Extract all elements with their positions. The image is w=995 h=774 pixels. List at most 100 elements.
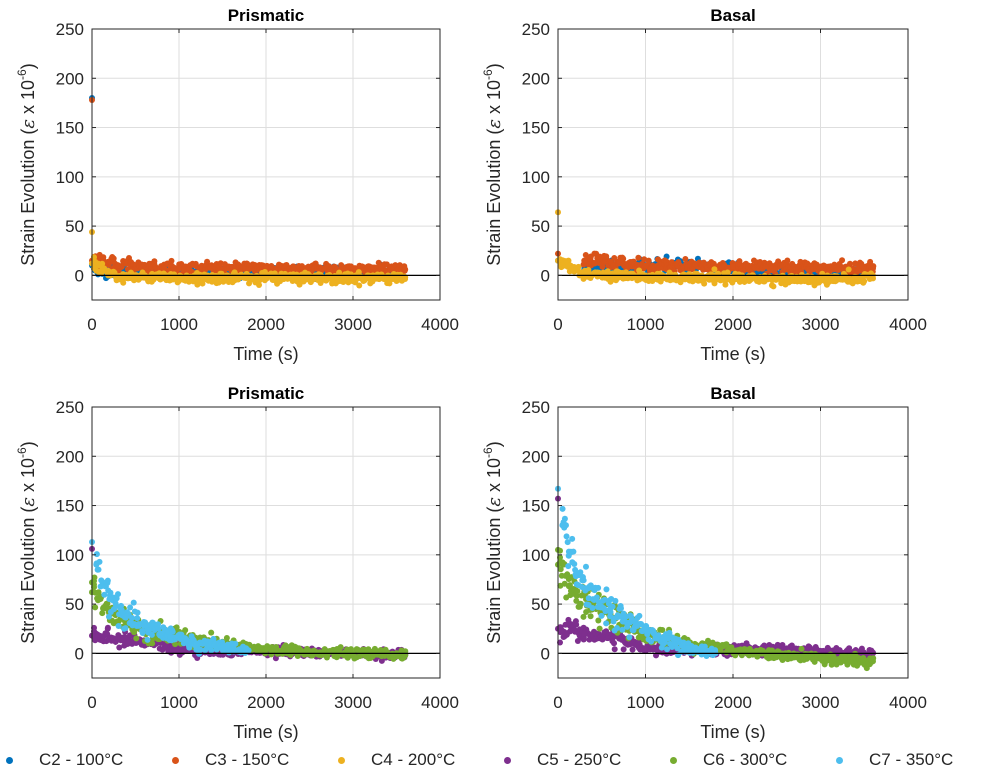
legend-marker — [172, 756, 179, 764]
x-axis-label: Time (s) — [233, 722, 298, 742]
data-point — [176, 265, 182, 272]
x-tick-label: 3000 — [334, 693, 372, 712]
data-point — [619, 626, 626, 633]
data-point — [176, 646, 182, 653]
y-tick-label: 250 — [56, 398, 84, 417]
data-point — [100, 254, 107, 261]
data-point — [686, 645, 693, 652]
y-axis-label-symbol: ε — [18, 119, 39, 129]
legend-label: C6 - 300°C — [703, 750, 788, 769]
y-axis-label-symbol: ε — [484, 497, 505, 507]
data-point — [611, 646, 618, 653]
data-point — [645, 257, 652, 264]
data-point — [572, 566, 579, 573]
data-point — [110, 255, 117, 262]
data-point — [572, 591, 579, 598]
legend-label: C4 - 200°C — [371, 750, 456, 769]
y-tick-label: 50 — [531, 217, 550, 236]
data-point — [106, 596, 113, 603]
data-point — [595, 617, 602, 624]
data-point — [575, 263, 582, 270]
data-point — [723, 641, 730, 648]
y-tick-label: 50 — [65, 595, 84, 614]
data-point — [636, 612, 643, 619]
y-tick-label: 250 — [522, 398, 550, 417]
data-point — [626, 634, 633, 641]
y-tick-label: 150 — [522, 497, 550, 516]
data-point — [91, 574, 98, 581]
data-point — [256, 281, 263, 288]
legend-marker — [504, 756, 511, 764]
data-point — [603, 620, 610, 627]
legend-item-c7: C7 - 350°C — [836, 748, 953, 772]
data-point — [93, 551, 100, 558]
data-point — [642, 262, 649, 269]
data-point — [566, 582, 573, 589]
y-tick-label: 150 — [522, 119, 550, 138]
y-axis-label-text: ) — [18, 63, 38, 69]
data-point — [155, 625, 162, 632]
data-point — [208, 647, 215, 654]
x-tick-label: 2000 — [247, 315, 285, 334]
data-point — [603, 586, 610, 593]
data-point — [350, 266, 356, 273]
data-point — [176, 275, 182, 282]
data-point — [682, 255, 689, 262]
y-tick-label: 0 — [541, 266, 550, 285]
data-point — [204, 258, 211, 265]
data-point — [167, 633, 174, 640]
data-point — [148, 631, 155, 638]
data-point — [581, 257, 588, 264]
y-axis-label-symbol: ε — [484, 119, 505, 129]
data-point — [565, 257, 572, 264]
x-axis-label: Time (s) — [700, 344, 765, 364]
data-point — [99, 260, 106, 267]
chart-panel-3: 0 1000 2000 3000 4000050100150200250Prismati… — [15, 384, 459, 742]
data-point — [870, 658, 876, 665]
y-tick-label: 0 — [541, 644, 550, 663]
data-point — [674, 645, 681, 652]
data-point — [784, 257, 791, 264]
x-tick-label: 1000 — [627, 315, 665, 334]
data-point — [798, 645, 805, 652]
data-point — [123, 612, 130, 619]
legend-item-c2: C2 - 100°C — [6, 748, 123, 772]
x-tick-label: 4000 — [421, 315, 459, 334]
data-point — [182, 627, 189, 634]
data-point — [144, 636, 151, 643]
y-axis-label-exponent: -6 — [481, 447, 495, 458]
data-point — [870, 275, 876, 282]
data-point — [139, 630, 146, 637]
legend-label: C3 - 150°C — [205, 750, 290, 769]
data-point — [870, 265, 876, 272]
data-point — [620, 646, 627, 653]
data-point — [633, 622, 640, 629]
y-axis-label-text: Strain Evolution ( — [484, 129, 504, 266]
data-point — [577, 569, 584, 576]
legend-marker — [6, 756, 13, 764]
data-point — [122, 625, 129, 632]
data-point — [116, 644, 123, 651]
data-point — [149, 640, 156, 647]
data-point — [604, 268, 611, 275]
data-point — [599, 263, 606, 270]
data-point — [603, 253, 610, 260]
chart-title: Prismatic — [228, 6, 305, 25]
data-point — [559, 505, 566, 512]
data-point — [722, 281, 729, 288]
y-axis-label: Strain Evolution (ε x 10-6) — [481, 441, 505, 643]
data-point — [577, 600, 584, 607]
y-axis-label-text: ) — [18, 441, 38, 447]
data-point — [846, 645, 853, 652]
legend-marker — [670, 756, 677, 764]
data-point — [559, 522, 566, 529]
legend-item-c5: C5 - 250°C — [504, 748, 621, 772]
data-point — [609, 603, 616, 610]
y-axis-label: Strain Evolution (ε x 10-6) — [15, 441, 39, 643]
data-point — [557, 566, 564, 573]
data-point — [601, 596, 608, 603]
data-point — [402, 266, 409, 273]
data-point — [356, 282, 363, 289]
x-tick-label: 0 — [87, 315, 96, 334]
y-axis-label: Strain Evolution (ε x 10-6) — [15, 63, 39, 265]
